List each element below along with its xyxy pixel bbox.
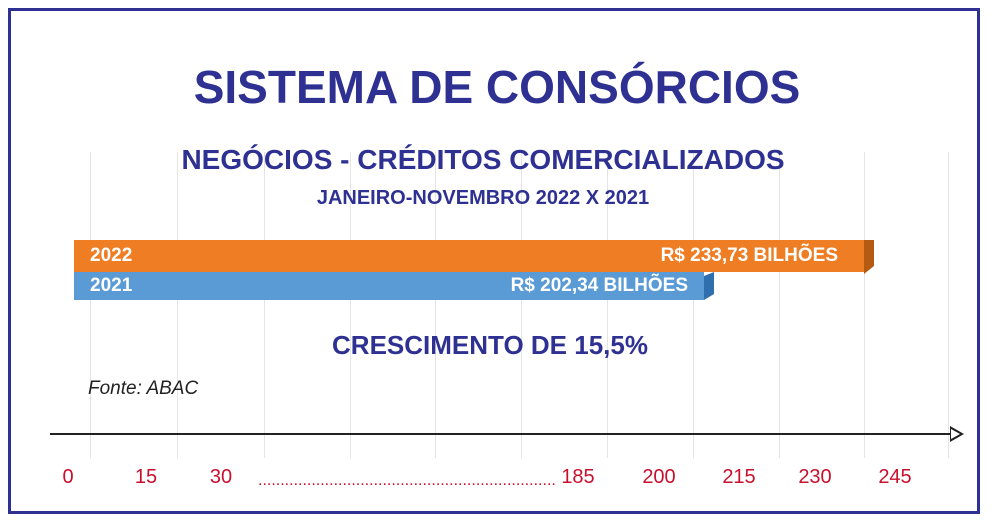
x-tick-label: 200 <box>642 466 676 488</box>
page-title: SISTEMA DE CONSÓRCIOS <box>193 61 801 113</box>
grid-line <box>177 152 178 458</box>
x-tick-label: 0 <box>62 466 74 488</box>
chart-subtitle: NEGÓCIOS - CRÉDITOS COMERCIALIZADOS <box>181 144 785 175</box>
grid-line <box>264 152 265 458</box>
bar-2021-year-label: 2021 <box>90 275 133 296</box>
x-axis-arrow-inner <box>951 429 960 439</box>
x-tick-label: 245 <box>878 466 912 488</box>
bar-2021-value-label: R$ 202,34 BILHÕES <box>510 275 688 296</box>
x-tick-label: 15 <box>134 466 158 488</box>
period-label: JANEIRO-NOVEMBRO 2022 X 2021 <box>316 187 650 209</box>
bar-2022-year-label: 2022 <box>90 245 133 266</box>
grid-line <box>948 152 949 458</box>
x-tick-label: 215 <box>722 466 756 488</box>
growth-label: CRESCIMENTO DE 15,5% <box>332 330 648 360</box>
bar-2021-depth <box>704 272 714 300</box>
bar-2022-face <box>74 240 864 272</box>
axis-break-dots: ........................................… <box>258 472 556 489</box>
bar-2022-value-label: R$ 233,73 BILHÕES <box>660 245 838 266</box>
x-tick-label: 30 <box>209 466 233 488</box>
x-axis-line <box>50 433 956 435</box>
bar-2021: 2021 R$ 202,34 BILHÕES <box>74 272 714 300</box>
grid-line <box>90 152 91 458</box>
bar-2022-depth <box>864 240 874 274</box>
grid-line <box>350 152 351 458</box>
x-tick-label: 230 <box>798 466 832 488</box>
border-frame <box>8 8 980 514</box>
source-label: Fonte: ABAC <box>88 378 199 399</box>
grid-line <box>693 152 694 458</box>
grid-line <box>779 152 780 458</box>
x-tick-label: 185 <box>561 466 595 488</box>
bar-2021-face <box>74 272 704 300</box>
grid-line <box>521 152 522 458</box>
grid-line <box>607 152 608 458</box>
bar-2022: 2022 R$ 233,73 BILHÕES <box>74 240 874 274</box>
grid-line <box>864 152 865 458</box>
grid-line <box>435 152 436 458</box>
